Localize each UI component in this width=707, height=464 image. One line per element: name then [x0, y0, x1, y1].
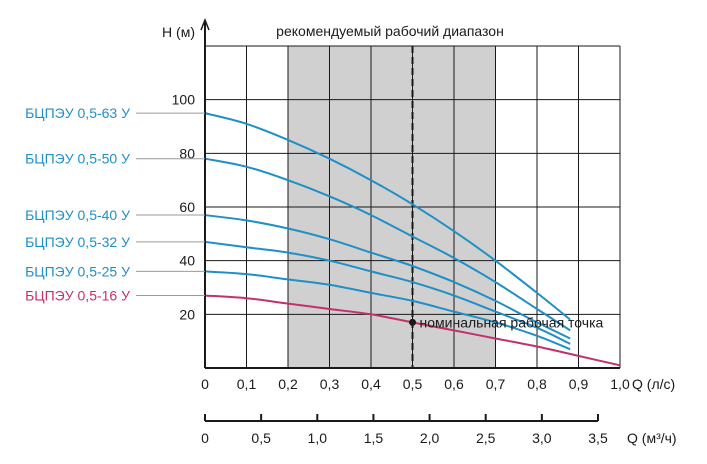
series-curve-3	[204, 214, 571, 340]
series-curve-5	[204, 270, 571, 351]
axis-layer	[200, 17, 620, 422]
grid-layer	[205, 45, 621, 368]
curve-layer	[204, 112, 621, 367]
secondary-x-tick-label: 0,5	[251, 430, 271, 446]
series-label-1: БЦПЭУ 0,5-63 У	[25, 105, 130, 121]
y-axis-arrow-icon	[200, 17, 210, 31]
series-curve-1	[204, 112, 571, 321]
series-curve-4	[204, 240, 571, 345]
x-tick-label: 0,6	[444, 376, 464, 392]
x-tick-label: 0,4	[361, 376, 381, 392]
x-tick-label: 0,5	[403, 376, 423, 392]
x-tick-label: 0,3	[320, 376, 340, 392]
y-tick-label: 100	[172, 92, 196, 108]
x-tick-label: 0	[201, 376, 209, 392]
series-label-2: БЦПЭУ 0,5-50 У	[25, 151, 130, 167]
x-tick-label: 0,8	[527, 376, 547, 392]
x-axis-title: Q (л/с)	[632, 376, 675, 392]
secondary-x-tick-label: 3,0	[532, 430, 552, 446]
secondary-x-tick-label: 0	[201, 430, 209, 446]
series-label-3: БЦПЭУ 0,5-40 У	[25, 207, 130, 223]
nominal-point-marker	[409, 318, 416, 326]
x-tick-label: 0,9	[569, 376, 589, 392]
secondary-x-tick-label: 3,5	[588, 430, 608, 446]
nominal-point-label: номинальная рабочая точка	[420, 314, 604, 330]
series-curve-2	[204, 157, 571, 332]
y-tick-label: 40	[179, 253, 195, 269]
secondary-x-tick-label: 2,0	[420, 430, 440, 446]
series-label-4: БЦПЭУ 0,5-32 У	[25, 234, 130, 250]
x-tick-label: 0,1	[237, 376, 257, 392]
chart-title: рекомендуемый рабочий диапазон	[276, 23, 504, 39]
series-label-5: БЦПЭУ 0,5-25 У	[25, 263, 130, 279]
secondary-x-tick-label: 2,5	[476, 430, 496, 446]
series-label-6: БЦПЭУ 0,5-16 У	[25, 288, 130, 304]
y-axis-title: H (м)	[162, 24, 195, 40]
y-tick-label: 20	[179, 306, 195, 322]
secondary-x-axis-title: Q (м³/ч)	[627, 430, 677, 446]
y-tick-label: 80	[179, 145, 195, 161]
x-tick-label: 1,0	[610, 376, 630, 392]
secondary-x-tick-label: 1,0	[308, 430, 328, 446]
label-layer: 0 0,1 0,2 0,3 0,4 0,5 0,6 0,7 0,8 0,9 1,0 Q (л/с)20…	[25, 23, 677, 446]
y-tick-label: 60	[179, 199, 195, 215]
secondary-x-tick-label: 1,5	[364, 430, 384, 446]
x-tick-label: 0,2	[278, 376, 298, 392]
x-tick-label: 0,7	[486, 376, 506, 392]
